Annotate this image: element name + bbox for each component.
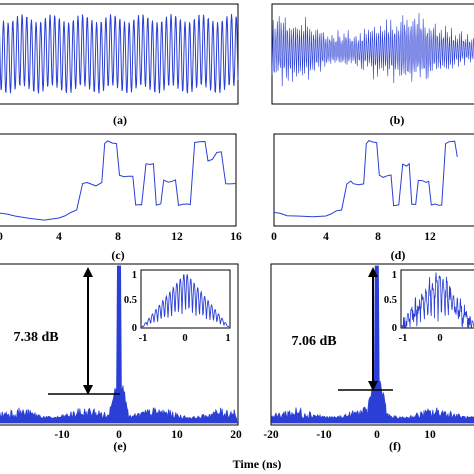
panel-c: 0 4 8 12 16 (c) <box>0 133 242 262</box>
panel-e-tick-10: 10 <box>171 429 183 441</box>
panel-d: 0 4 8 12 (d) <box>271 133 474 262</box>
panel-d-frame <box>273 133 474 227</box>
panel-a-trace <box>0 14 239 94</box>
panel-d-trace <box>273 140 458 218</box>
panel-e-tick-0: 0 <box>116 429 122 441</box>
panel-e-inset-ytick-05: 0.5 <box>124 295 137 306</box>
panel-b-trace <box>271 12 474 87</box>
panel-e-inset-xtick-1: 1 <box>225 333 230 344</box>
panel-a: (a) <box>0 3 239 127</box>
panel-f-tick-0: 0 <box>374 429 380 441</box>
panel-c-frame <box>0 133 237 227</box>
panel-e-inset: 1 0.5 0 -1 0 1 <box>124 269 231 344</box>
panel-d-tick-4: 4 <box>323 231 329 243</box>
panel-d-tick-8: 8 <box>375 231 381 243</box>
panel-f-inset: 1 0.5 0 -1 0 <box>384 269 474 344</box>
panel-e-tick-20: 20 <box>230 429 242 441</box>
panel-f: 7.06 dB 1 0.5 0 -1 0 -20 -10 0 10 (f) <box>263 263 474 453</box>
panel-e-inset-xtick-0: 0 <box>182 333 187 344</box>
panel-a-label: (a) <box>113 113 127 127</box>
panel-c-tick-12: 12 <box>171 231 183 243</box>
panel-f-inset-ytick-05: 0.5 <box>384 295 397 306</box>
panel-e-inset-xtick-m1: -1 <box>139 333 148 344</box>
panel-f-inset-trace <box>401 272 474 328</box>
panel-e-db-label: 7.38 dB <box>13 330 58 345</box>
panel-c-trace <box>0 140 237 221</box>
panel-e: 7.38 dB 1 0.5 0 -1 0 1 -10 0 10 20 (e) <box>0 263 242 453</box>
panel-f-label: (f) <box>389 439 401 453</box>
panel-c-tick-16: 16 <box>230 231 242 243</box>
panel-f-inset-xtick-m1: -1 <box>399 333 408 344</box>
panel-b-frame <box>271 3 474 105</box>
panel-a-frame <box>0 3 239 105</box>
panel-f-db-label: 7.06 dB <box>291 334 336 349</box>
panel-f-inset-xtick-0: 0 <box>437 333 442 344</box>
x-axis-title: Time (ns) <box>233 457 282 471</box>
panel-d-tick-12: 12 <box>424 231 436 243</box>
panel-e-frame <box>0 263 239 426</box>
panel-e-inset-trace <box>141 274 230 328</box>
panel-b-label: (b) <box>390 113 405 127</box>
panel-e-trace <box>0 265 238 424</box>
panel-e-inset-ytick-0: 0 <box>132 323 137 334</box>
panel-b: (b) <box>271 3 474 127</box>
panel-f-inset-ytick-1: 1 <box>392 270 397 281</box>
panel-c-tick-0: 0 <box>0 231 3 243</box>
panel-d-tick-0: 0 <box>271 231 277 243</box>
panel-f-tick-m20: -20 <box>263 429 279 441</box>
panel-f-trace <box>271 265 474 424</box>
panel-c-tick-8: 8 <box>115 231 121 243</box>
panel-e-tick-m10: -10 <box>54 429 70 441</box>
panel-f-inset-ytick-0: 0 <box>392 323 397 334</box>
panel-c-label: (c) <box>111 248 124 262</box>
panel-c-tick-4: 4 <box>56 231 62 243</box>
panel-e-label: (e) <box>113 439 126 453</box>
panel-f-frame <box>270 263 474 426</box>
panel-f-tick-m10: -10 <box>316 429 332 441</box>
panel-f-tick-10: 10 <box>424 429 436 441</box>
panel-e-inset-ytick-1: 1 <box>132 270 137 281</box>
panel-d-label: (d) <box>391 248 406 262</box>
